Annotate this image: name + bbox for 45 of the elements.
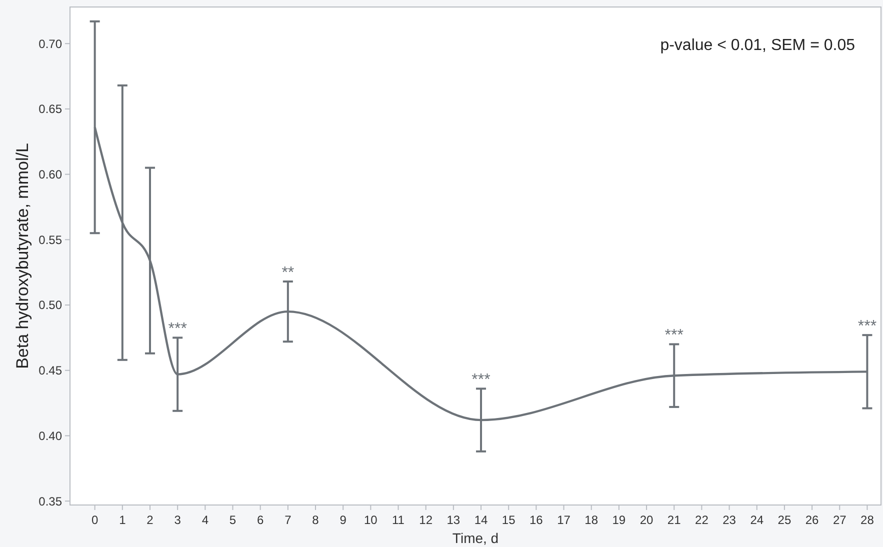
x-tick-label: 4	[202, 513, 209, 527]
x-tick-label: 7	[284, 513, 292, 527]
x-tick-label: 18	[584, 513, 598, 527]
y-tick-label: 0.70	[38, 36, 62, 51]
x-tick-label: 23	[722, 513, 736, 527]
x-tick-label: 1	[119, 513, 126, 527]
x-tick-label: 9	[340, 513, 347, 527]
annotation: **	[282, 264, 294, 282]
x-tick-label: 13	[446, 513, 460, 527]
y-tick-label: 0.55	[38, 232, 62, 247]
annotation: ***	[168, 320, 187, 338]
x-tick-label: 17	[557, 513, 571, 527]
x-tick-label: 2	[146, 513, 154, 527]
x-tick-label: 25	[778, 513, 792, 527]
x-tick-label: 28	[860, 513, 874, 527]
x-axis-title: Time, d	[452, 530, 499, 546]
annotation: p-value < 0.01, SEM = 0.05	[660, 37, 856, 54]
x-tick-label: 21	[667, 513, 682, 527]
x-tick-label: 24	[750, 513, 764, 527]
x-tick-label: 0	[91, 513, 98, 527]
x-tick-label: 14	[474, 513, 488, 527]
x-tick-label: 12	[419, 513, 433, 527]
x-tick-label: 10	[364, 513, 378, 527]
x-tick-label: 22	[695, 513, 709, 527]
x-tick-label: 3	[174, 513, 182, 527]
annotation: ***	[664, 327, 684, 344]
y-axis-title: Beta hydroxybutyrate, mmol/L	[13, 143, 32, 369]
y-tick-label: 0.40	[38, 428, 62, 443]
x-tick-label: 6	[256, 513, 264, 527]
annotation: ***	[858, 318, 877, 336]
x-tick-label: 5	[229, 513, 236, 527]
y-tick-label: 0.65	[38, 102, 62, 116]
x-tick-label: 19	[612, 513, 626, 527]
x-tick-label: 20	[640, 513, 654, 527]
annotation: ***	[472, 372, 490, 389]
x-tick-label: 11	[392, 513, 405, 527]
x-tick-label: 26	[805, 513, 820, 527]
x-tick-label: 8	[312, 513, 320, 527]
x-tick-label: 15	[502, 513, 516, 527]
y-tick-label: 0.50	[38, 298, 62, 312]
y-tick-label: 0.35	[38, 494, 62, 508]
y-tick-label: 0.45	[38, 364, 62, 378]
x-tick-label: 27	[832, 513, 847, 527]
y-tick-label: 0.60	[38, 168, 62, 182]
x-tick-label: 16	[530, 513, 544, 527]
